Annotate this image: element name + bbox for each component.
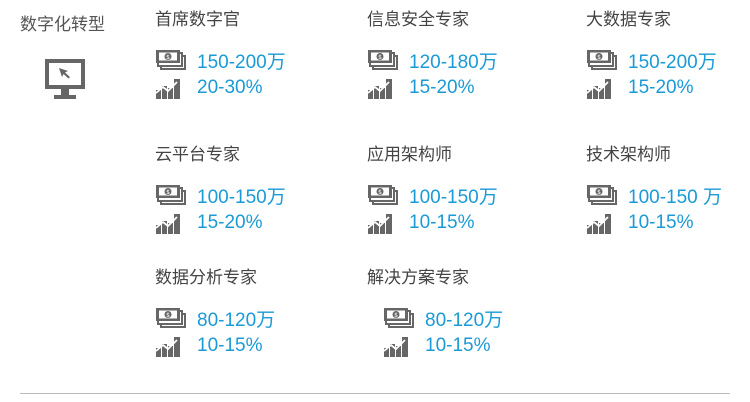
monitor-cursor-icon (44, 58, 86, 105)
salary-value: 120-180万 (409, 51, 498, 73)
money-icon: $ (586, 48, 618, 72)
role-card: 首席数字官 $ 150-200万 (155, 8, 355, 102)
growth-line: 10-15% (367, 209, 567, 237)
growth-line: 15-20% (155, 209, 355, 237)
role-title: 信息安全专家 (367, 10, 469, 29)
growth-line: 20-30% (155, 74, 355, 102)
growth-chart-icon (155, 211, 187, 235)
salary-value: 100-150 万 (628, 186, 723, 208)
salary-line: $ 100-150万 (367, 181, 567, 209)
svg-text:$: $ (378, 54, 382, 61)
divider (20, 393, 730, 394)
svg-text:$: $ (166, 54, 170, 61)
svg-text:$: $ (597, 189, 601, 196)
money-icon: $ (155, 183, 187, 207)
money-icon: $ (383, 306, 415, 330)
salary-line: $ 80-120万 (155, 304, 355, 332)
money-icon: $ (155, 306, 187, 330)
growth-chart-icon (586, 76, 618, 100)
role-title: 应用架构师 (367, 145, 452, 164)
money-icon: $ (155, 48, 187, 72)
salary-value: 80-120万 (197, 309, 276, 331)
growth-value: 20-30% (197, 77, 263, 98)
salary-line: $ 100-150 万 (586, 181, 750, 209)
role-card: 云平台专家 $ 100-150万 (155, 143, 355, 237)
role-title: 解决方案专家 (367, 268, 469, 287)
section-title: 数字化转型 (20, 15, 105, 34)
growth-line: 10-15% (586, 209, 750, 237)
svg-text:$: $ (166, 189, 170, 196)
growth-value: 10-15% (197, 335, 263, 356)
role-title: 数据分析专家 (155, 268, 257, 287)
role-title: 首席数字官 (155, 10, 240, 29)
salary-line: $ 150-200万 (155, 46, 355, 74)
role-card: 应用架构师 $ 100-150万 (367, 143, 567, 237)
role-card: 大数据专家 $ 150-200万 (586, 8, 750, 102)
role-card: 解决方案专家 $ 80-120万 (367, 266, 567, 360)
salary-value: 100-150万 (409, 186, 498, 208)
growth-chart-icon (367, 211, 399, 235)
growth-value: 10-15% (409, 212, 475, 233)
growth-chart-icon (383, 334, 415, 358)
salary-value: 80-120万 (425, 309, 504, 331)
salary-line: $ 150-200万 (586, 46, 750, 74)
role-card: 数据分析专家 $ 80-120万 (155, 266, 355, 360)
salary-value: 150-200万 (628, 51, 717, 73)
svg-text:$: $ (378, 189, 382, 196)
growth-chart-icon (586, 211, 618, 235)
money-icon: $ (367, 183, 399, 207)
growth-value: 10-15% (628, 212, 694, 233)
svg-text:$: $ (597, 54, 601, 61)
growth-line: 10-15% (155, 332, 355, 360)
money-icon: $ (586, 183, 618, 207)
role-title: 技术架构师 (586, 145, 671, 164)
salary-line: $ 120-180万 (367, 46, 567, 74)
role-card: 信息安全专家 $ 120-180万 (367, 8, 567, 102)
salary-line: $ 100-150万 (155, 181, 355, 209)
growth-line: 15-20% (367, 74, 567, 102)
role-title: 云平台专家 (155, 145, 240, 164)
svg-text:$: $ (166, 312, 170, 319)
growth-line: 10-15% (383, 332, 567, 360)
growth-line: 15-20% (586, 74, 750, 102)
growth-value: 15-20% (409, 77, 475, 98)
svg-text:$: $ (394, 312, 398, 319)
role-card: 技术架构师 $ 100-150 万 (586, 143, 750, 237)
money-icon: $ (367, 48, 399, 72)
salary-line: $ 80-120万 (383, 304, 567, 332)
growth-chart-icon (155, 76, 187, 100)
salary-value: 150-200万 (197, 51, 286, 73)
role-title: 大数据专家 (586, 10, 671, 29)
growth-value: 15-20% (628, 77, 694, 98)
salary-value: 100-150万 (197, 186, 286, 208)
growth-chart-icon (155, 334, 187, 358)
growth-value: 15-20% (197, 212, 263, 233)
growth-chart-icon (367, 76, 399, 100)
growth-value: 10-15% (425, 335, 491, 356)
